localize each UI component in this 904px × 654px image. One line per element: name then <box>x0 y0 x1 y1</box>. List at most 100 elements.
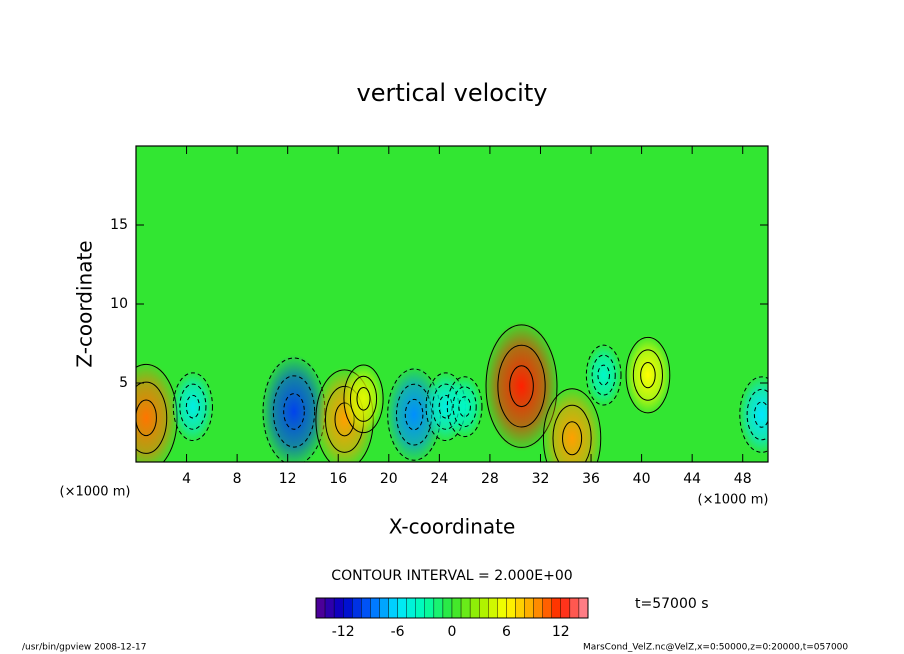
contour-feature <box>483 320 560 452</box>
colorbar-tick-label: 0 <box>448 624 457 640</box>
contour-line <box>136 399 157 437</box>
contour-line <box>591 354 616 396</box>
colorbar-cell <box>361 597 371 619</box>
contour-line <box>136 381 168 454</box>
contour-feature <box>541 385 603 462</box>
colorbar-cell <box>379 597 389 619</box>
colorbar-cell <box>524 597 534 619</box>
x-axis-label: X-coordinate <box>389 515 516 539</box>
contour-line <box>509 365 534 408</box>
contour-line <box>632 349 663 401</box>
contour-feature <box>624 334 672 416</box>
x-tick-label: 24 <box>430 471 448 487</box>
colorbar-cell <box>488 597 498 619</box>
x-tick-label: 32 <box>532 471 550 487</box>
x-unit: (×1000 m) <box>698 493 769 508</box>
x-tick-label: 36 <box>582 471 600 487</box>
x-tick-label: 48 <box>734 471 752 487</box>
colorbar-cell <box>551 597 562 619</box>
colorbar-cell <box>451 597 462 619</box>
colorbar-cell <box>469 597 480 619</box>
y-tick-label: 10 <box>110 296 128 312</box>
colorbar-cell <box>497 597 507 619</box>
contour-line <box>597 364 610 386</box>
colorbar-cell <box>352 597 362 619</box>
colorbar-cell <box>406 597 416 619</box>
x-tick-label: 8 <box>233 471 242 487</box>
y-tick-label: 15 <box>110 217 128 233</box>
x-tick-label: 20 <box>380 471 398 487</box>
colorbar-cell <box>515 597 525 619</box>
colorbar-cell <box>542 597 552 619</box>
contour-line <box>349 375 378 422</box>
contour-line <box>356 387 371 411</box>
contour-feature <box>446 374 484 439</box>
colorbar-cell <box>460 597 471 619</box>
colorbar-frame <box>315 597 589 619</box>
contour-line <box>458 396 471 418</box>
colorbar-cell <box>333 597 344 619</box>
contour-line <box>552 404 592 462</box>
colorbar-cell <box>578 597 589 619</box>
contour-feature <box>136 360 180 462</box>
contour-feature <box>585 343 623 408</box>
x-tick-label: 44 <box>683 471 701 487</box>
colorbar-tick-label: 6 <box>502 624 511 640</box>
colorbar-cell <box>569 597 580 619</box>
contour-line <box>497 344 546 428</box>
contour-line <box>542 388 602 462</box>
contour-line <box>404 398 424 431</box>
contour-note: CONTOUR INTERVAL = 2.000E+00 <box>331 568 572 584</box>
footer: MarsCond_VelZ.nc@VelZ,x=0:50000,z=0:2000… <box>583 643 848 653</box>
colorbar-cell <box>506 597 516 619</box>
colorbar-cell <box>424 597 435 619</box>
time-label: t=57000 s <box>635 596 709 612</box>
x-tick-label: 12 <box>279 471 297 487</box>
colorbar-cell <box>370 597 380 619</box>
y-axis-label: Z-coordinate <box>73 240 97 367</box>
contour-line <box>179 383 207 430</box>
contour-line <box>585 344 622 406</box>
footer: /usr/bin/gpview 2008-12-17 <box>22 643 146 653</box>
contour-line <box>625 336 671 414</box>
colorbar-cell <box>433 597 444 619</box>
x-tick-label: 40 <box>633 471 651 487</box>
contour-line <box>753 401 768 428</box>
contour-feature <box>171 370 214 443</box>
contour-line <box>452 386 477 428</box>
contour-line <box>746 388 768 441</box>
contour-line <box>739 376 768 453</box>
contour-feature <box>342 362 385 435</box>
chart-title: vertical velocity <box>357 79 548 107</box>
colorbar-cell <box>479 597 489 619</box>
colorbar-cell <box>324 597 335 619</box>
colorbar-tick-label: -12 <box>332 624 355 640</box>
x-tick-label: 4 <box>182 471 191 487</box>
y-tick-label: 5 <box>119 375 128 391</box>
contour-line <box>343 364 384 434</box>
x-tick-label: 28 <box>481 471 499 487</box>
contour-line <box>185 394 200 419</box>
x-tick-label: 16 <box>329 471 347 487</box>
contour-feature <box>738 374 768 455</box>
contour-feature <box>261 354 327 462</box>
colorbar-cell <box>533 597 543 619</box>
contour-line <box>446 376 483 438</box>
contour-line <box>562 421 583 456</box>
colorbar-cell <box>343 597 353 619</box>
colorbar-cell <box>415 597 426 619</box>
contour-line <box>283 393 305 430</box>
contour-line <box>485 324 558 448</box>
field <box>136 320 768 462</box>
colorbar-cell <box>397 597 407 619</box>
contour-line <box>172 372 213 442</box>
colorbar-cell <box>315 597 326 619</box>
colorbar-tick-label: 12 <box>552 624 570 640</box>
colorbar-cell <box>560 597 571 619</box>
contour-line <box>640 362 656 389</box>
colorbar-cell <box>388 597 398 619</box>
colorbar-tick-label: -6 <box>391 624 405 640</box>
x-unit: (×1000 m) <box>60 485 131 500</box>
colorbar-cell <box>442 597 453 619</box>
